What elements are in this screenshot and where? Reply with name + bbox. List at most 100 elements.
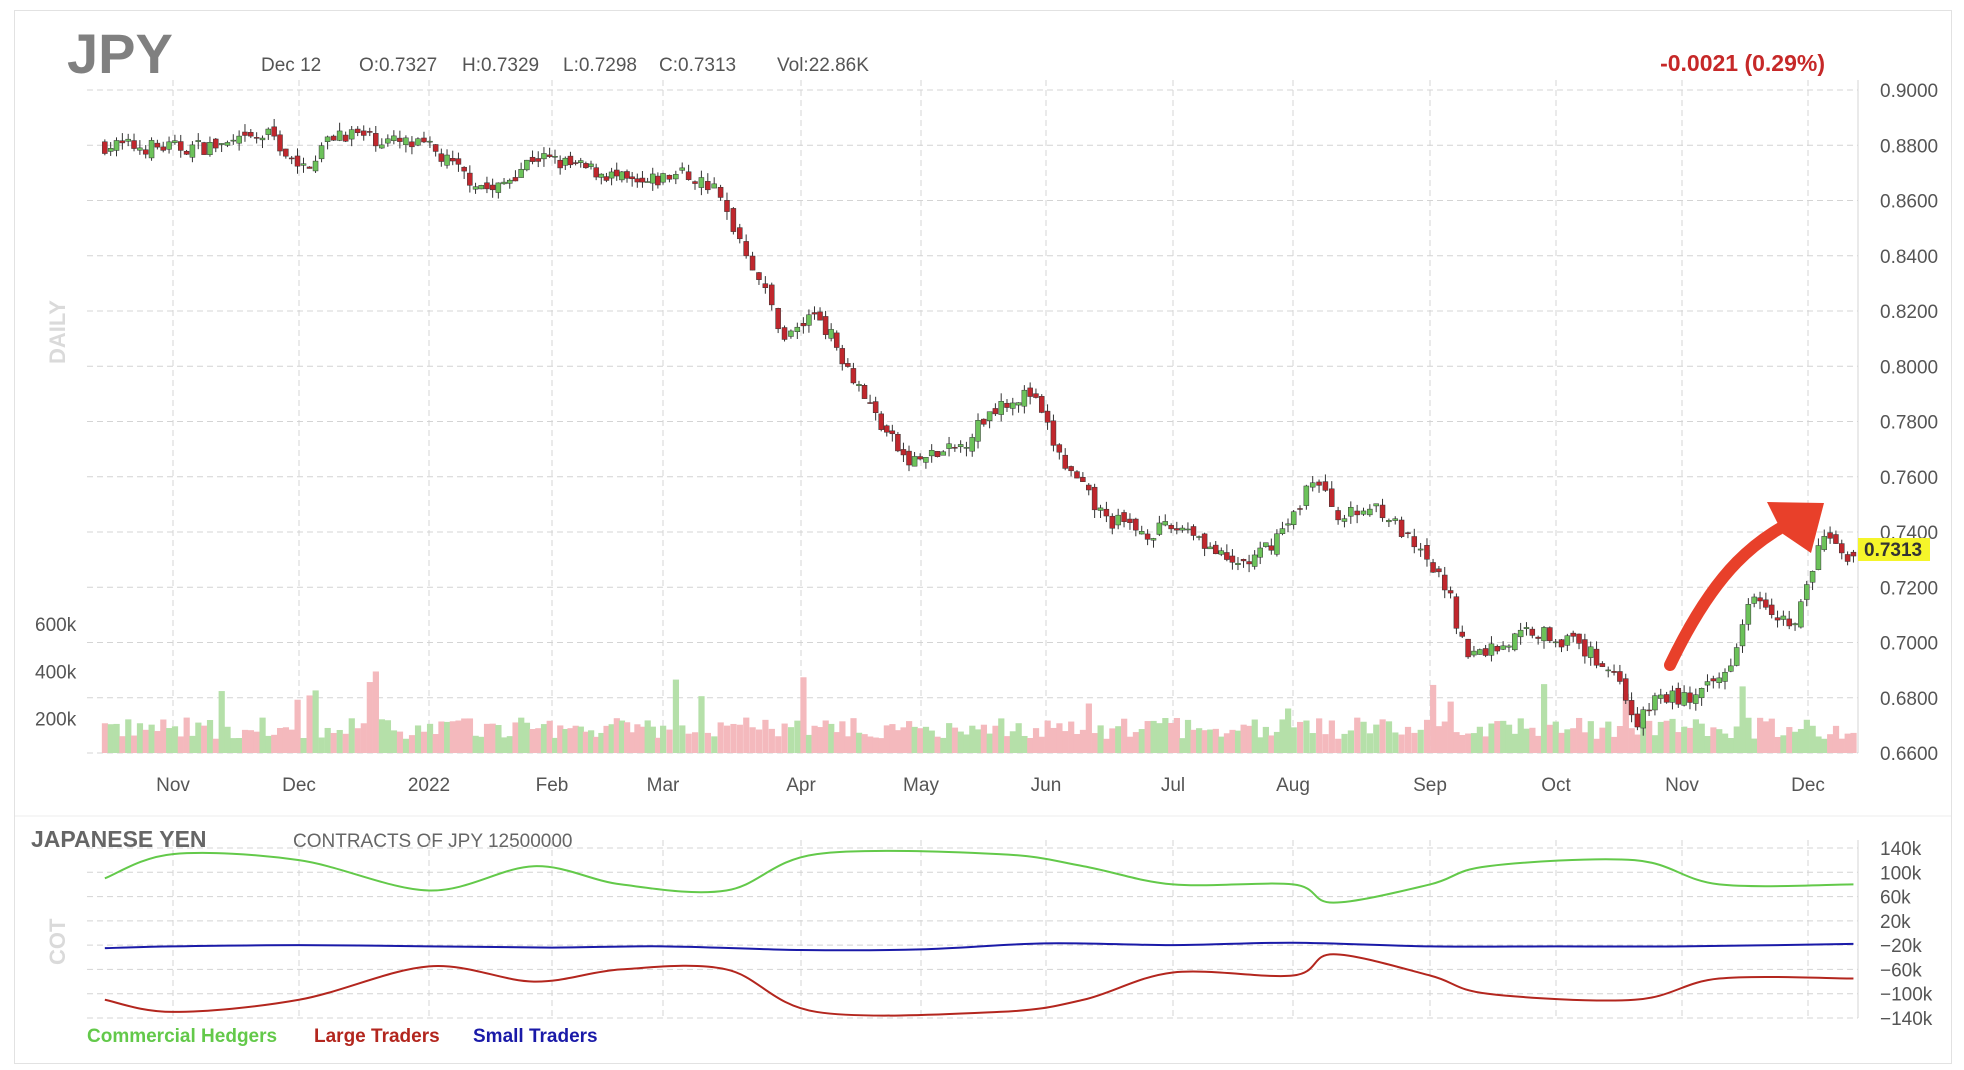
volume-bar <box>736 724 743 753</box>
candle-body <box>975 420 981 442</box>
cot-tick-label: −20k <box>1880 936 1922 957</box>
volume-bar <box>567 728 574 753</box>
volume-bar <box>1079 729 1087 753</box>
cot-tick-label: −100k <box>1880 985 1933 1006</box>
candle-body <box>1844 554 1851 562</box>
volume-bar <box>432 734 439 753</box>
candle-body <box>1050 420 1057 446</box>
candle-body <box>1097 507 1104 511</box>
candle-body <box>379 144 385 149</box>
volume-bar <box>1168 722 1175 753</box>
volume-bar <box>1523 728 1530 753</box>
candle-body <box>911 456 918 467</box>
cot-side-label: COT <box>45 918 70 965</box>
volume-bar <box>1570 728 1577 753</box>
volume-bar <box>1392 732 1399 753</box>
candle-body <box>1207 546 1213 550</box>
candle-body <box>236 135 242 144</box>
candle-body <box>679 167 685 171</box>
candle-body <box>1021 389 1028 407</box>
candle-body <box>1285 523 1291 526</box>
candle-body <box>822 316 829 335</box>
candle-body <box>189 144 196 158</box>
volume-bar <box>300 738 307 753</box>
volume-bar <box>1832 725 1840 753</box>
candle-body <box>998 401 1004 415</box>
volume-bar <box>1366 733 1374 753</box>
volume-bar <box>603 725 610 753</box>
candle-body <box>1815 545 1822 570</box>
candle-body <box>1477 649 1483 655</box>
candle-body <box>1290 511 1297 525</box>
candle-body <box>1162 521 1169 526</box>
candle-body <box>1109 515 1116 529</box>
volume-bar <box>1651 735 1659 753</box>
candle-body <box>1360 510 1367 515</box>
volume-bar <box>1686 727 1694 753</box>
candle-body <box>248 132 254 137</box>
candle-body <box>166 141 172 150</box>
volume-bars <box>101 671 1857 753</box>
candle-body <box>1803 584 1810 600</box>
candle-body <box>613 169 620 177</box>
ohlc-date: Dec 12 <box>261 55 321 76</box>
legend-commercial-hedgers: Commercial Hedgers <box>87 1026 277 1047</box>
volume-bar <box>1622 693 1629 753</box>
candle-body <box>489 184 496 191</box>
candle-body <box>1033 393 1039 398</box>
cot-tick-label: 60k <box>1880 888 1911 909</box>
candle-body <box>952 447 958 449</box>
candle-body <box>1335 510 1341 521</box>
candle-body <box>624 171 630 179</box>
volume-bar <box>889 724 896 753</box>
candle-body <box>177 141 184 151</box>
candle-body <box>1027 387 1033 397</box>
candle-body <box>1010 402 1016 409</box>
volume-bar <box>911 726 918 753</box>
volume-bar <box>523 722 531 753</box>
daily-side-label: DAILY <box>45 300 70 364</box>
volume-bar <box>1335 738 1342 753</box>
volume-bar <box>478 736 485 753</box>
candle-body <box>1405 532 1411 534</box>
candle-body <box>957 444 964 448</box>
candle-body <box>306 166 313 169</box>
volume-bar <box>1470 733 1478 753</box>
volume-bar <box>1564 729 1571 753</box>
volume-bar <box>1488 723 1495 753</box>
volume-bar <box>1809 725 1816 753</box>
legend-large-traders: Large Traders <box>314 1026 440 1047</box>
volume-bar <box>1710 727 1717 753</box>
volume-bar <box>1097 725 1104 753</box>
volume-bar <box>1505 724 1513 753</box>
volume-bar <box>805 734 813 753</box>
volume-bar <box>1827 734 1834 753</box>
volume-bar <box>1500 720 1507 753</box>
candle-body <box>1246 561 1252 565</box>
candle-body <box>391 135 397 141</box>
volume-bar <box>1297 721 1304 753</box>
volume-bar <box>582 731 590 753</box>
candle-body <box>1115 514 1121 526</box>
volume-bar <box>1234 730 1242 753</box>
volume-bar <box>654 737 662 753</box>
candle-body <box>1156 522 1163 535</box>
candle-body <box>644 181 651 183</box>
volume-bar <box>1704 736 1711 753</box>
candle-body <box>142 149 149 155</box>
candle-body <box>1681 692 1687 706</box>
candle-body <box>806 314 812 326</box>
candle-body <box>1564 635 1571 646</box>
candle-body <box>1274 533 1280 555</box>
candle-body <box>294 155 301 167</box>
volume-bar <box>1347 730 1354 753</box>
volume-bar <box>483 723 491 753</box>
volume-bar <box>711 736 718 753</box>
volume-bar <box>354 728 361 753</box>
volume-bar <box>855 732 863 753</box>
volume-bar <box>1792 731 1799 753</box>
price-x-tick-label: Dec <box>1791 775 1825 796</box>
candle-body <box>1309 482 1316 488</box>
volume-bar <box>867 736 874 753</box>
volume-bar <box>749 727 756 753</box>
